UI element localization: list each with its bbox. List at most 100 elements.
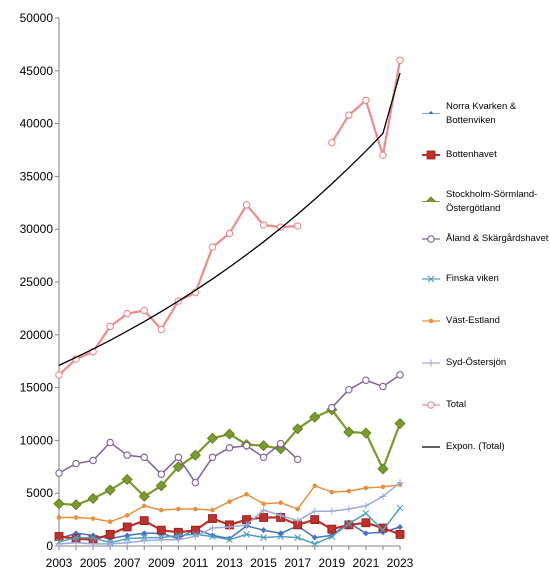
legend-symbol: [422, 275, 440, 283]
legend-item: Stockholm-Sörmland- Östergötland: [420, 188, 550, 216]
data-point: [193, 506, 198, 512]
data-point: [312, 483, 318, 489]
legend-label: Expon. (Total): [446, 441, 505, 452]
data-point: [328, 138, 336, 147]
data-point: [242, 201, 251, 209]
legend-label: Stockholm-Sörmland-: [446, 189, 538, 200]
data-point: [278, 500, 283, 506]
data-point: [210, 507, 215, 513]
data-point: [295, 506, 301, 512]
data-point: [309, 411, 321, 423]
data-point: [394, 417, 406, 430]
data-point: [294, 534, 302, 541]
series-3: [55, 371, 404, 487]
trendline-total: [58, 72, 401, 366]
data-point: [223, 428, 236, 440]
data-point: [159, 507, 164, 513]
data-point: [140, 537, 148, 545]
data-point: [277, 530, 284, 537]
legend-item: Total: [420, 398, 550, 412]
data-point: [157, 536, 165, 544]
data-point: [72, 539, 80, 547]
data-point: [123, 451, 131, 459]
data-point: [277, 533, 285, 540]
legend-item: Norra Kvarken & Bottenviken: [420, 100, 550, 128]
legend-marker: [425, 196, 437, 202]
legend-marker: [428, 318, 434, 324]
data-point: [360, 427, 372, 439]
data-point: [277, 511, 285, 519]
data-point: [140, 453, 149, 462]
data-point: [361, 518, 371, 528]
data-point: [55, 371, 63, 379]
legend-item: Syd-Östersjön: [420, 356, 550, 370]
data-point: [327, 524, 337, 534]
data-point: [260, 534, 267, 541]
data-point: [226, 536, 233, 544]
data-point: [379, 151, 387, 160]
data-point: [226, 523, 233, 531]
legend-label: Östergötland: [446, 203, 501, 214]
axes: 0 5000 10000 15000 20000 25000 30000 35000 40000…: [20, 11, 414, 570]
x-tick-label: 2007: [114, 556, 141, 570]
data-point: [189, 449, 201, 461]
data-point: [105, 529, 115, 539]
legend-symbol: [422, 196, 440, 202]
data-point: [90, 516, 96, 521]
y-tick-label: 15000: [20, 381, 54, 395]
legend-symbol: [422, 318, 440, 324]
legend-symbol: [422, 111, 440, 114]
data-point: [208, 453, 217, 462]
data-point: [139, 516, 149, 526]
data-point: [396, 56, 404, 64]
data-point: [276, 439, 285, 448]
data-point: [55, 540, 63, 548]
data-point: [87, 492, 99, 505]
data-point: [174, 532, 182, 539]
data-point: [377, 463, 389, 475]
legend-symbol: [422, 359, 440, 367]
data-point: [259, 513, 269, 522]
y-tick-label: 10000: [20, 433, 54, 447]
data-point: [259, 453, 268, 462]
series-7: [55, 56, 404, 379]
y-tick-label: 20000: [20, 328, 54, 342]
data-point: [89, 534, 97, 541]
y-tick-label: 35000: [20, 169, 54, 183]
data-point: [346, 488, 352, 494]
legend-marker: [427, 359, 435, 367]
data-point: [172, 461, 184, 473]
data-point: [106, 322, 114, 331]
data-point: [380, 484, 386, 490]
legend-symbol: [422, 235, 440, 243]
data-point: [225, 444, 234, 452]
data-point: [363, 485, 369, 491]
data-point: [329, 489, 335, 495]
data-point: [208, 524, 216, 532]
data-point: [227, 499, 232, 504]
legend-label: Åland & Skärgårdshavet: [446, 233, 549, 244]
x-tick-label: 2009: [148, 556, 175, 570]
data-point: [328, 403, 336, 412]
legend-label: Bottenhavet: [446, 149, 497, 160]
data-point: [343, 426, 355, 438]
legend-marker: [427, 401, 435, 409]
legend-symbol: [422, 446, 440, 448]
legend-marker: [427, 275, 435, 283]
data-point: [140, 306, 149, 315]
y-tick-label: 50000: [20, 11, 54, 25]
data-point: [362, 530, 369, 537]
data-point: [72, 534, 80, 541]
y-tick-label: 0: [46, 539, 53, 553]
legend-label: Bottenviken: [446, 115, 496, 126]
legend-marker: [427, 235, 435, 243]
data-point: [362, 96, 370, 105]
data-point: [379, 526, 387, 534]
y-tick-label: 5000: [26, 486, 53, 500]
data-point: [123, 539, 131, 547]
data-point: [362, 376, 370, 384]
data-point: [396, 479, 404, 487]
data-point: [106, 540, 114, 548]
x-tick-label: 2013: [216, 556, 243, 570]
